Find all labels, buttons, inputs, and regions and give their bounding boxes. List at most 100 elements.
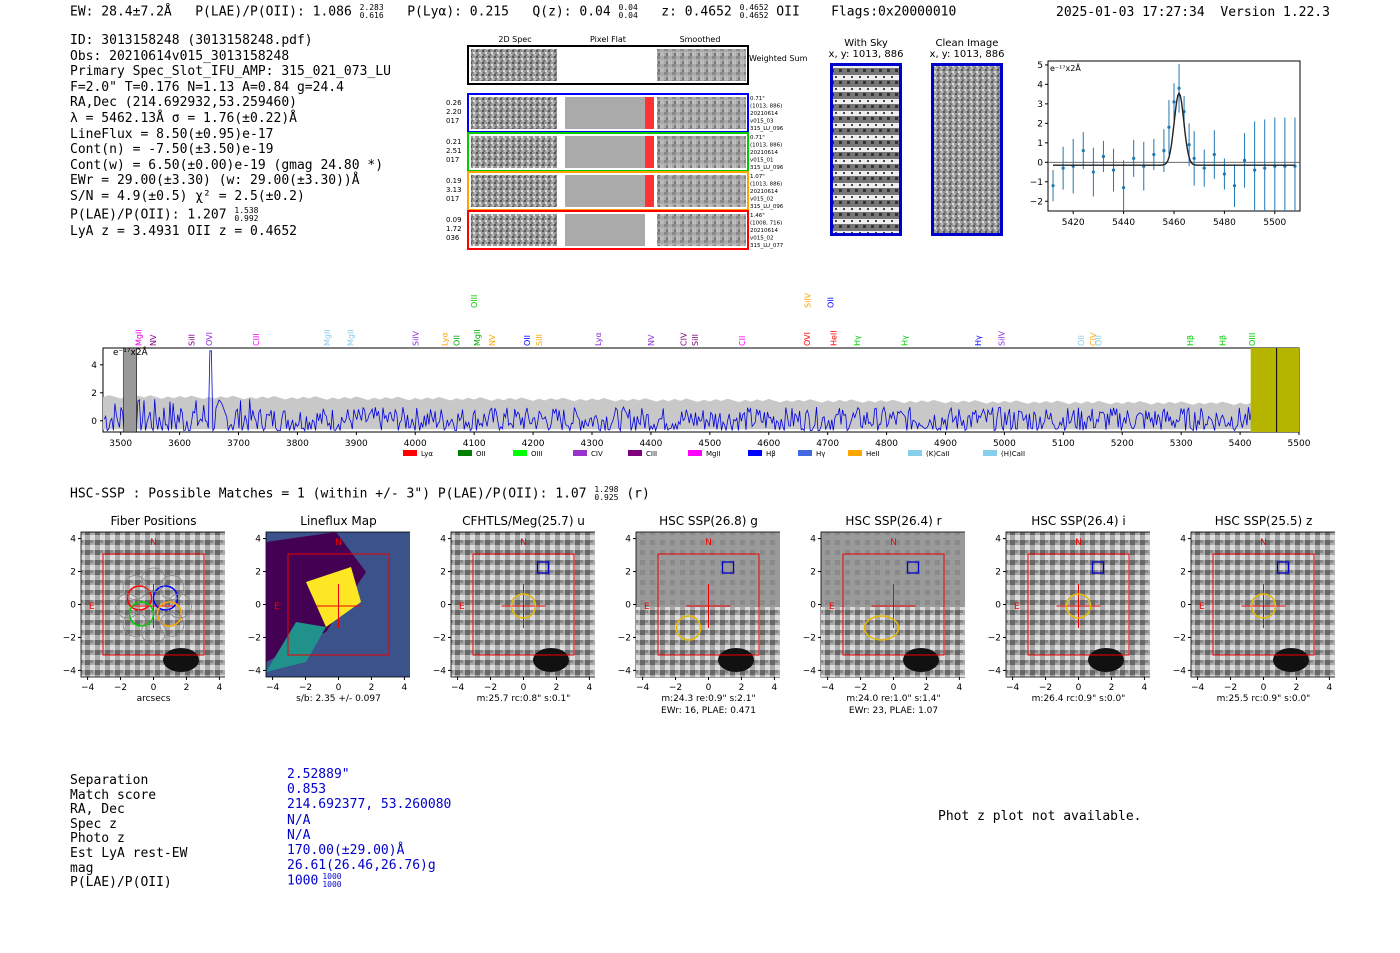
hsc-x-tick: 0 [336,683,342,693]
hsc-x-tick: −4 [821,683,835,693]
hsc-y-tick: 4 [1180,535,1186,545]
col-header-2dspec: 2D Spec [498,35,531,44]
cutout-right-label: 20210614 [750,150,778,156]
spectrum-x-tick: 3600 [168,439,191,449]
svg-text:Hβ: Hβ [766,450,776,458]
cutout-left-label: 017 [446,156,459,164]
east-label: E [459,602,465,612]
fiber-circle-neighbor [141,567,166,593]
svg-text:OII: OII [476,450,486,458]
hsc-x-tick: −4 [636,683,650,693]
hsc-panel: HSC SSP(26.4) r N E −4 −4 −2 −2 0 0 2 2 4 4 m:24.0 re… [803,514,965,716]
hsc-title: HSC-SSP : Possible Matches = 1 (within +… [70,486,587,502]
hsc-panel-title: HSC SSP(26.8) g [659,514,758,528]
line-highlight-region [1250,348,1299,432]
hsc-x-tick: −2 [854,683,867,693]
spectrum-line-label: OVI [205,332,214,346]
hsc-y-tick: 4 [995,535,1001,545]
fit-point [1081,149,1085,153]
north-label: N [1260,538,1267,548]
spectrum-x-tick: 4300 [581,439,604,449]
hsc-panel-caption: m:26.4 rc:0.9" s:0.0" [1032,694,1126,704]
match-ellipse [675,615,702,641]
clean-image-title: Clean Image x, y: 1013, 886 [929,38,1005,60]
fit-point [1253,168,1257,172]
cutout-right-label: 20210614 [750,189,778,195]
hsc-x-tick: 2 [369,683,375,693]
cutout-right-label: v015_02 [750,236,774,242]
cutout-left-label: 017 [446,117,459,125]
hsc-x-tick: −4 [81,683,95,693]
info-lya-z: LyA z = 3.4931 OII z = 0.4652 [70,223,297,239]
header-qz: Q(z): 0.04 [532,4,611,20]
spectrum-legend-item: Lyα [403,450,433,458]
spectrum-legend-item: CIII [628,450,657,458]
info-plae: P(LAE)/P(OII): 1.207 1.538 0.992 [70,205,259,223]
match-value: 2.52889" [287,767,350,782]
spectrum-x-tick: 5500 [1288,439,1311,449]
hsc-y-tick: 4 [625,535,631,545]
hsc-panel: CFHTLS/Meg(25.7) u N E −4 −4 −2 −2 0 0 2 2 4 4 m:25.7… [433,514,595,704]
fit-point [1091,170,1095,174]
cutout-left-label: 0.21 [446,138,462,146]
info-line: Cont(w) = 6.50(±0.00)e-19 (gmag 24.80 *) [70,157,384,173]
spectrum-legend-item: (H)CaII [983,450,1025,458]
cutout-right-label: (1013, 886) [750,182,782,188]
match-label: Separation [70,773,149,788]
spectrum-legend-item: Hγ [798,450,825,458]
svg-text:Hγ: Hγ [816,450,825,458]
cutout-right-label: v015_03 [750,119,774,125]
hsc-y-tick: 0 [1180,601,1186,611]
fiber-circle-neighbor [167,593,192,619]
hsc-panel-caption: s/b: 2.35 +/- 0.097 [296,694,381,704]
spectrum-x-tick: 4900 [934,439,957,449]
hsc-y-tick: −4 [248,666,262,676]
fit-point [1202,166,1206,170]
north-label: N [150,538,157,548]
spectrum-x-tick: 3800 [286,439,309,449]
hsc-y-tick: −2 [988,633,1001,643]
cutout-right-label: (1013, 886) [750,104,782,110]
spectrum-line-label: Hβ [1186,335,1195,346]
fit-y-tick: 5 [1037,61,1043,71]
north-label: N [520,538,527,548]
match-ellipse [510,593,537,619]
fit-point [1222,172,1226,176]
fiber-circle-neighbor [122,611,148,637]
hsc-y-tick: 4 [440,535,446,545]
spectrum-y-tick: 4 [91,361,97,371]
hsc-panel-caption: arcsecs [137,694,171,704]
fit-model-line [1053,91,1295,166]
cutout-left-label: 036 [446,234,460,242]
hsc-x-tick: 2 [924,683,930,693]
spectrum-line-label: Hγ [974,335,983,346]
header-line: EW: 28.4±7.2Å P(LAE)/P(OII): 1.086 2.283… [70,3,957,20]
hsc-y-tick: 4 [255,535,261,545]
hsc-y-tick: 2 [440,568,446,578]
cutout-right-label: (1013, 886) [750,143,782,149]
spectrum-line-label: CIV [1089,332,1098,346]
hsc-x-tick: 2 [184,683,190,693]
spectrum-x-tick: 5100 [1052,439,1075,449]
hsc-panel-caption: m:24.0 re:1.0" s:1.4" [846,694,940,704]
bright-source [1273,648,1309,672]
hsc-x-tick: 0 [1261,683,1267,693]
aperture-box [287,553,390,656]
hsc-y-tick: −4 [63,666,77,676]
hsc-x-tick: −2 [1039,683,1052,693]
info-line: λ = 5462.13Å σ = 1.76(±0.22)Å [70,110,297,126]
hsc-panel: HSC SSP(25.5) z N E −4 −4 −2 −2 0 0 2 2 4 4 m:25.5 rc… [1173,514,1335,704]
spectra-cutouts: 2D Spec Pixel Flat Smoothed Weighted Sum… [446,35,808,250]
fit-point [1232,184,1237,188]
spectrum-line-label-upper: OIII [470,295,479,308]
hsc-x-tick: −2 [484,683,497,693]
cutout-right-label: 315_LU_096 [750,126,784,132]
aperture-box [1212,553,1315,656]
fiber-circle-neighbor [122,575,148,600]
hsc-panel-caption: m:25.7 rc:0.8" s:0.1" [477,694,571,704]
fit-point [1152,152,1156,157]
spectrum-y-tick: 2 [91,389,97,399]
fit-y-tick: 0 [1037,158,1043,168]
hsc-x-tick: 2 [739,683,745,693]
info-line: Obs: 20210614v015_3013158248 [70,48,290,64]
